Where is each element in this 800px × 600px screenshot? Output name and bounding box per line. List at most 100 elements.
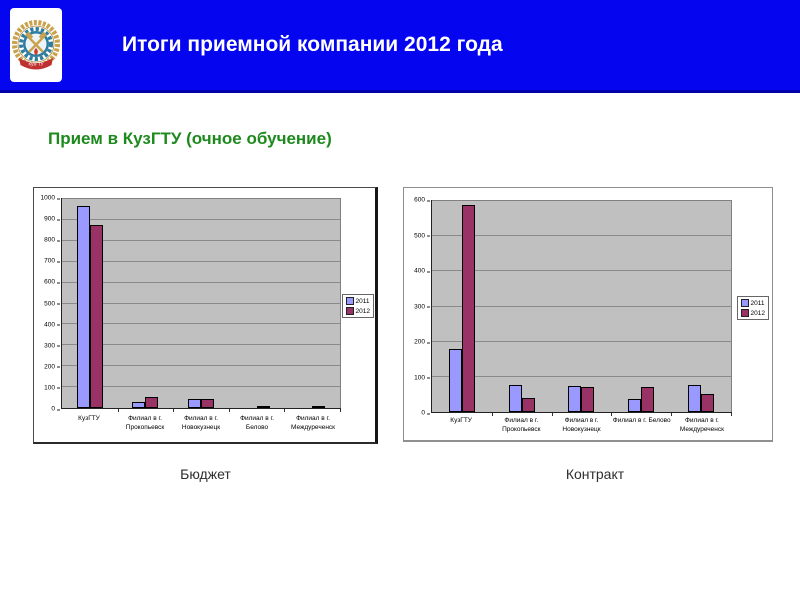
y-tick-label: 100	[414, 374, 430, 382]
gridline	[432, 270, 731, 272]
y-tick-label: 300	[414, 303, 430, 310]
logo-gear-icon	[19, 27, 53, 61]
bar-2011	[688, 384, 702, 412]
y-tick-label: 800	[44, 236, 60, 244]
bar-2011	[568, 385, 582, 412]
bar-group	[229, 199, 285, 412]
x-labels: КузГТУ Филиал в г. Прокопьевск Филиал в г. Н…	[431, 414, 732, 438]
slide-subtitle: Прием в КузГТУ (очное обучение)	[48, 129, 332, 148]
bar-2011	[76, 206, 90, 408]
y-tick-label: 400	[414, 267, 430, 275]
legend-swatch-2012	[345, 307, 354, 315]
category-label: Филиал в г. Прокопьевск	[125, 415, 165, 431]
category-label: Филиал в г. Новокузнецк	[562, 417, 601, 433]
page-title: Итоги приемной компании 2012 года	[122, 33, 503, 56]
bar-group	[62, 199, 119, 412]
category-label: КузГТУ	[78, 415, 100, 422]
logo-ribbon-text: КузГТУ	[29, 62, 44, 67]
bar-2012	[521, 397, 535, 412]
gridline	[62, 344, 340, 346]
category-label: Филиал в г. Междуреченск	[679, 417, 724, 433]
bar-2011	[448, 348, 462, 412]
legend-swatch-2011	[345, 297, 354, 305]
gridline	[62, 260, 340, 262]
chart-contract: 0 100 200 300 400 500 600 КузГТУ Филиал в г. Про…	[403, 187, 773, 442]
legend-swatch-2011	[740, 299, 749, 307]
category-label: Филиал в г. Новокузнецк	[181, 415, 221, 431]
y-axis: 0 100 200 300 400 500 600 700 800 900 1000	[34, 194, 61, 413]
y-tick-label: 600	[414, 196, 430, 204]
bar-group	[671, 201, 732, 416]
gridline	[62, 365, 340, 367]
gridline	[62, 302, 340, 304]
gridline	[62, 386, 340, 388]
y-tick-label: 900	[44, 215, 60, 223]
y-tick-label: 200	[414, 338, 430, 346]
gridline	[62, 218, 340, 220]
legend: 2011 2012	[736, 296, 769, 320]
bar-group	[118, 199, 174, 412]
category-label: Филиал в г. Белово	[612, 417, 671, 424]
bar-2012	[200, 398, 214, 408]
bar-2012	[145, 396, 159, 408]
y-tick-label: 0	[51, 405, 60, 413]
bar-2012	[312, 405, 326, 408]
gridline	[62, 281, 340, 283]
logo-box: КузГТУ	[10, 8, 62, 82]
gridline	[432, 305, 731, 307]
bar-group	[492, 201, 553, 416]
bar-2011	[132, 401, 146, 408]
legend-item: 2011	[345, 297, 370, 305]
legend-item: 2012	[740, 309, 765, 317]
y-tick-label: 700	[44, 257, 60, 265]
kuzgtu-logo: КузГТУ	[12, 20, 60, 70]
y-tick-label: 500	[414, 232, 430, 239]
gridline	[62, 323, 340, 325]
bar-2012	[89, 225, 103, 408]
y-tick-label: 400	[44, 321, 60, 329]
category-label: Филиал в г. Белово	[240, 415, 274, 431]
y-tick-label: 500	[44, 300, 60, 307]
bar-2011	[508, 384, 522, 412]
header-banner: КузГТУ Итоги приемной компании 2012 года	[0, 0, 800, 93]
bar-group	[432, 201, 493, 416]
plot-area	[61, 198, 341, 412]
gridline	[62, 239, 340, 241]
bar-group	[173, 199, 230, 412]
y-tick-label: 300	[44, 342, 60, 350]
legend: 2011 2012	[341, 294, 374, 318]
bar-group	[552, 201, 613, 416]
logo-ribbon	[19, 58, 53, 70]
y-tick-label: 0	[421, 409, 430, 417]
flame-icon	[34, 48, 38, 56]
bar-2012	[256, 405, 270, 408]
plot-area	[431, 200, 732, 416]
bar-group	[611, 201, 672, 416]
gridline	[432, 375, 731, 377]
bar-2011	[628, 399, 642, 412]
legend-swatch-2012	[740, 309, 749, 317]
bar-group	[284, 199, 341, 412]
bar-2011	[187, 398, 201, 408]
bar-2012	[701, 393, 715, 412]
y-tick-label: 1000	[40, 194, 61, 202]
category-label: Филиал в г. Прокопьевск	[502, 417, 541, 433]
bar-2012	[641, 386, 655, 412]
x-labels: КузГТУ Филиал в г. Прокопьевск Филиал в г. Н…	[61, 412, 341, 439]
category-label: Филиал в г. Междуреченск	[290, 415, 336, 431]
gridline	[432, 235, 731, 237]
chart-caption-budget: Бюджет	[180, 466, 231, 482]
y-tick-label: 100	[44, 384, 60, 392]
y-axis: 0 100 200 300 400 500 600	[404, 196, 430, 417]
chart-caption-contract: Контракт	[565, 466, 625, 482]
legend-item: 2011	[740, 299, 765, 307]
bar-2012	[581, 386, 595, 412]
legend-item: 2012	[345, 307, 370, 315]
gridline	[432, 340, 731, 342]
bar-2012	[461, 204, 475, 412]
category-label: КузГТУ	[450, 417, 472, 424]
y-tick-label: 200	[44, 363, 60, 371]
y-tick-label: 600	[44, 278, 60, 286]
chart-budget: 0 100 200 300 400 500 600 700 800 900 1000 КузГТУ Ф…	[33, 187, 378, 444]
